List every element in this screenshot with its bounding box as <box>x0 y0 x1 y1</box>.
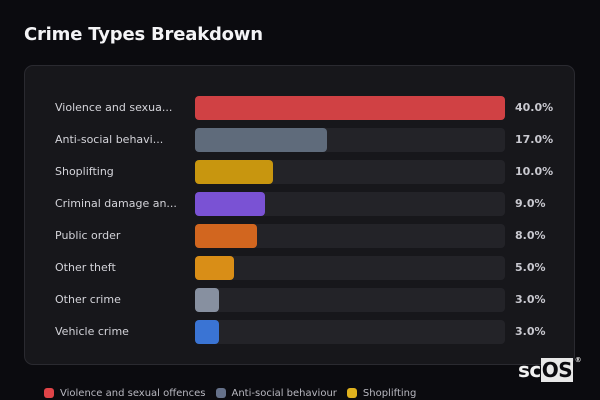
bar-value: 10.0% <box>515 165 554 178</box>
chart-card: Violence and sexua... 40.0% Anti-social be… <box>24 65 575 365</box>
bar-label: Criminal damage an... <box>55 197 177 210</box>
bar-fill[interactable] <box>195 288 219 312</box>
bar-track <box>195 256 505 280</box>
bar-row: Shoplifting 10.0% <box>25 160 574 184</box>
bar-fill[interactable] <box>195 128 327 152</box>
bar-fill[interactable] <box>195 192 265 216</box>
chart-title: Crime Types Breakdown <box>24 24 263 45</box>
bar-row: Other crime 3.0% <box>25 288 574 312</box>
bar-value: 5.0% <box>515 261 546 274</box>
bar-track <box>195 288 505 312</box>
legend-swatch-icon <box>346 388 357 398</box>
bar-value: 8.0% <box>515 229 546 242</box>
watermark-prefix: sc <box>518 358 541 382</box>
bar-label: Vehicle crime <box>55 325 129 338</box>
bar-fill[interactable] <box>195 320 219 344</box>
bar-track <box>195 192 505 216</box>
bar-row: Public order 8.0% <box>25 224 574 248</box>
bar-fill[interactable] <box>195 96 505 120</box>
bar-label: Anti-social behavi... <box>55 133 164 146</box>
legend-item[interactable]: Shoplifting <box>346 387 417 399</box>
bar-value: 3.0% <box>515 293 546 306</box>
watermark-highlight: OS <box>540 358 574 382</box>
bar-track <box>195 320 505 344</box>
bar-label: Other crime <box>55 293 121 306</box>
bar-label: Violence and sexua... <box>55 101 173 114</box>
legend-swatch-icon <box>215 388 226 398</box>
legend-label: Shoplifting <box>362 387 417 399</box>
bar-track <box>195 224 505 248</box>
bar-row: Other theft 5.0% <box>25 256 574 280</box>
bar-fill[interactable] <box>195 160 273 184</box>
bar-label: Shoplifting <box>55 165 114 178</box>
bar-value: 17.0% <box>515 133 554 146</box>
bar-value: 3.0% <box>515 325 546 338</box>
bar-track <box>195 160 505 184</box>
registered-mark-icon: ® <box>574 356 582 364</box>
bar-row: Criminal damage an... 9.0% <box>25 192 574 216</box>
bar-label: Public order <box>55 229 121 242</box>
bar-row: Vehicle crime 3.0% <box>25 320 574 344</box>
legend-swatch-icon <box>44 388 54 398</box>
bar-row: Anti-social behavi... 17.0% <box>25 128 574 152</box>
bar-fill[interactable] <box>195 224 257 248</box>
legend-item[interactable]: Violence and sexual offences <box>44 388 206 399</box>
bar-fill[interactable] <box>195 256 234 280</box>
bar-label: Other theft <box>55 261 116 274</box>
legend-label: Anti-social behaviour <box>231 387 337 399</box>
legend-label: Violence and sexual offences <box>60 387 206 399</box>
legend-item[interactable]: Anti-social behaviour <box>215 387 337 399</box>
watermark-logo: scOS ® <box>518 356 582 382</box>
bar-value: 40.0% <box>515 101 554 114</box>
bar-value: 9.0% <box>515 197 546 210</box>
bar-row: Violence and sexua... 40.0% <box>25 96 574 120</box>
bar-track <box>195 128 505 152</box>
bar-track <box>195 96 505 120</box>
chart-legend: Violence and sexual offences Anti-social … <box>44 386 426 400</box>
